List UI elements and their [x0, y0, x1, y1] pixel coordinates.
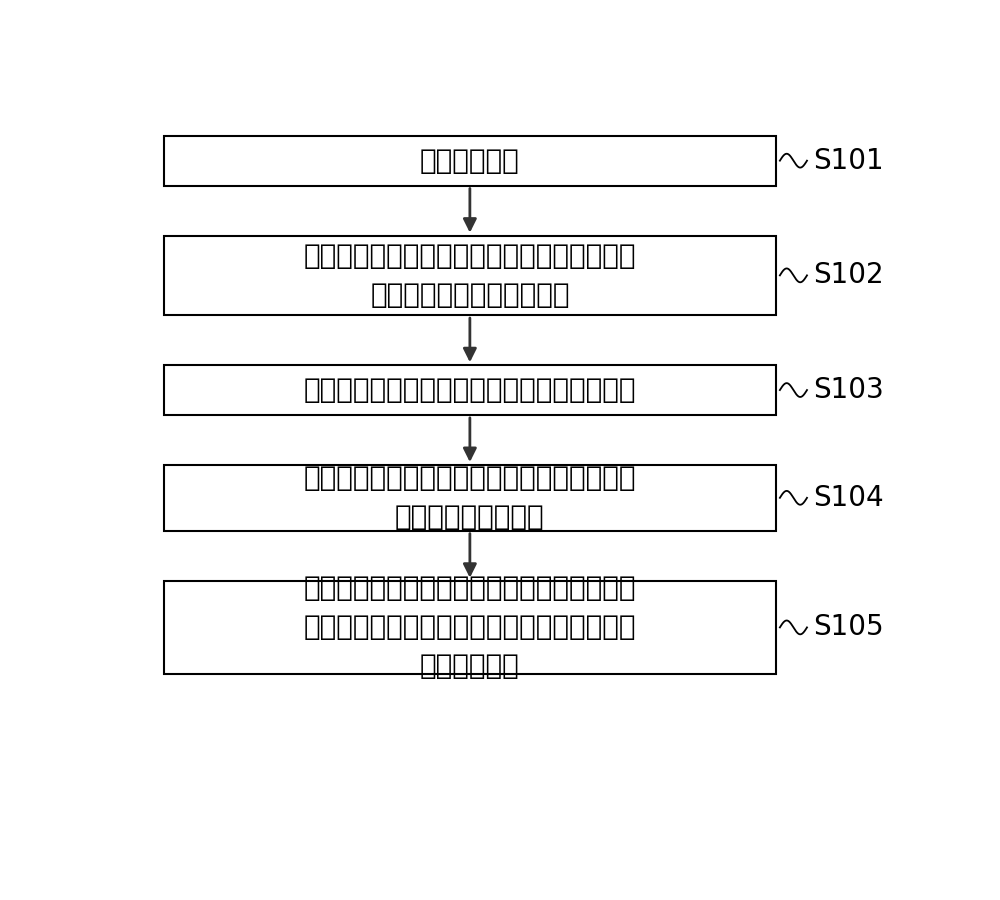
Text: S101: S101 [813, 147, 884, 175]
Text: 将所述前驱体溶液滴加至所述三维石墨烯薄膜
上，形成预处理样品: 将所述前驱体溶液滴加至所述三维石墨烯薄膜 上，形成预处理样品 [304, 464, 636, 531]
Bar [164, 580, 776, 674]
Bar [164, 465, 776, 531]
Text: S103: S103 [813, 376, 884, 404]
Text: S102: S102 [813, 261, 884, 290]
Text: 获取柔性衬底: 获取柔性衬底 [420, 147, 520, 175]
Text: 获取预合成的高熵合金纳米颗粒的前驱体溶液: 获取预合成的高熵合金纳米颗粒的前驱体溶液 [304, 376, 636, 404]
Bar [164, 136, 776, 185]
Text: S104: S104 [813, 484, 884, 512]
Text: 采用激光直写技术在所述柔性衬底上生长具有
预设形状的三维石墨烯薄膜: 采用激光直写技术在所述柔性衬底上生长具有 预设形状的三维石墨烯薄膜 [304, 242, 636, 309]
Text: S105: S105 [813, 614, 884, 642]
Text: 采用激光直写技术对所述预处理样品上的三维
石墨烯薄膜进行辐射加热处理，获取所述高熵
合金纳米颗粒: 采用激光直写技术对所述预处理样品上的三维 石墨烯薄膜进行辐射加热处理，获取所述高… [304, 574, 636, 680]
Bar [164, 365, 776, 415]
Bar [164, 236, 776, 315]
